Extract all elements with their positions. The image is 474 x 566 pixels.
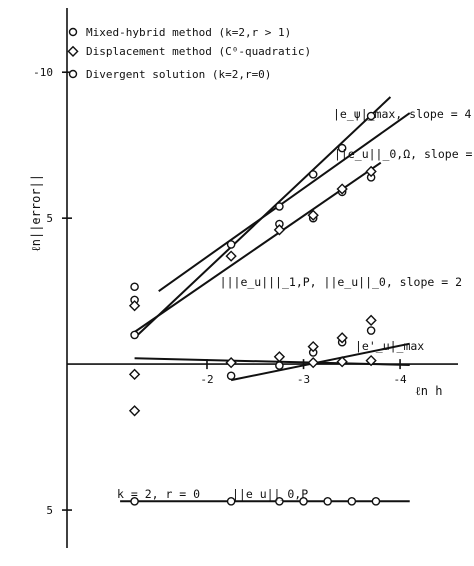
legend: Mixed-hybrid method (k=2,r > 1) Displace… (67, 26, 311, 81)
y-tick-label: - 5 (33, 212, 53, 225)
x-tick-label: -4 (393, 373, 407, 386)
annotation-slope-3: ||e_u||_0,Ω, slope = 3 (334, 147, 474, 161)
data-point-circle (308, 170, 318, 179)
x-axis-label: ℓn h (415, 384, 442, 398)
data-point-diamond (225, 250, 237, 262)
data-point-circle (275, 361, 284, 370)
data-point-circle (130, 330, 139, 340)
data-point-circle (347, 496, 357, 506)
data-point-circle (366, 111, 376, 121)
data-point-circle (323, 496, 332, 506)
data-point-diamond (336, 356, 348, 368)
legend-label-divergent: Divergent solution (k=2,r=0) (86, 68, 271, 81)
legend-label-mixed: Mixed-hybrid method (k=2,r > 1) (86, 26, 291, 39)
annotation-eu-prime-max: |e'_u|_max (355, 339, 424, 353)
data-point-circle (371, 496, 381, 506)
marks-layer (120, 96, 411, 506)
data-point-circle (366, 326, 376, 335)
data-point-diamond (128, 300, 141, 312)
data-point-diamond (273, 351, 286, 363)
fit-line (158, 112, 411, 292)
annotation-k2-r0: k = 2, r = 0 (117, 487, 200, 501)
data-point-circle (130, 496, 139, 506)
x-tick-label: -3 (297, 373, 310, 386)
data-point-circle (226, 240, 236, 249)
data-point-diamond (128, 368, 141, 380)
legend-label-displacement: Displacement method (C⁰-quadratic) (86, 45, 311, 58)
data-point-circle (275, 496, 284, 506)
data-point-diamond (307, 340, 319, 353)
data-point-circle (226, 371, 236, 381)
data-point-diamond (336, 183, 348, 195)
data-point-diamond (225, 356, 237, 369)
data-point-diamond (128, 405, 141, 417)
annotation-slope-2: |||e_u|||_1,P, ||e_u||_0, slope = 2 (220, 275, 462, 289)
data-point-circle (130, 282, 139, 292)
legend-circle-marker (68, 27, 78, 37)
legend-circle-marker-divergent (68, 69, 78, 79)
data-point-circle (226, 496, 236, 506)
y-axis-label: ℓn||error|| (29, 174, 43, 252)
annotation-eu-0p: ||e_u||_0,P (232, 487, 308, 501)
data-point-circle (337, 143, 347, 153)
data-point-diamond (273, 224, 286, 236)
data-point-diamond (307, 209, 319, 221)
y-tick-label: 5 (46, 504, 53, 517)
data-point-diamond (336, 332, 348, 344)
data-point-circle (275, 202, 284, 211)
data-point-diamond (307, 356, 319, 369)
legend-diamond-marker (67, 45, 79, 57)
annotation-slope-4: |e_ψ|_max, slope = 4 (333, 107, 472, 121)
data-point-circle (299, 496, 308, 506)
y-tick-label: -10 (33, 66, 53, 79)
data-point-diamond (365, 165, 377, 178)
data-point-diamond (365, 354, 377, 367)
x-tick-label: -2 (200, 373, 213, 386)
data-point-diamond (365, 314, 377, 326)
fit-line (134, 357, 410, 366)
